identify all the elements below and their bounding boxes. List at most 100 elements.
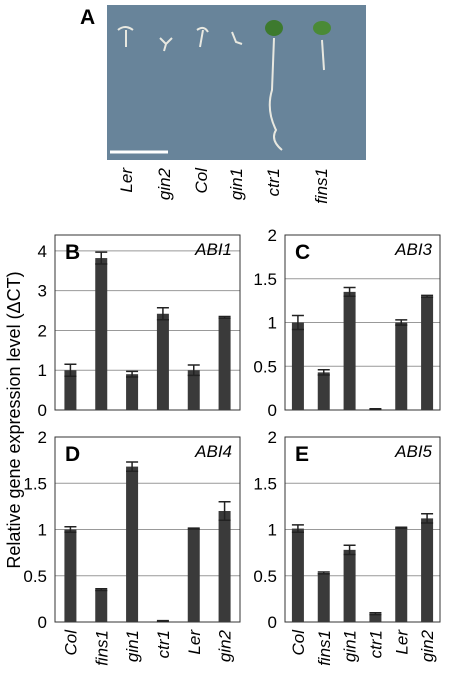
genotype-label: Ler	[117, 167, 136, 193]
y-tick-label: 1.5	[253, 474, 277, 493]
x-tick-label: gin1	[123, 630, 142, 662]
error-bar	[95, 251, 108, 265]
bar	[343, 291, 356, 410]
y-tick-label: 2	[268, 428, 277, 447]
bar	[317, 572, 330, 622]
error-bar	[291, 314, 304, 331]
cotyledon	[265, 20, 283, 36]
genotype-label: ctr1	[264, 168, 283, 196]
genotype-label: gin1	[227, 168, 246, 200]
y-tick-label: 0	[268, 401, 277, 420]
x-tick-label: Ler	[392, 629, 411, 655]
error-bar	[369, 407, 382, 411]
error-bar	[218, 315, 231, 319]
bar	[317, 372, 330, 410]
bar	[64, 529, 77, 622]
x-tick-label: fins1	[315, 630, 334, 666]
y-tick-label: 0	[38, 613, 47, 632]
bar	[343, 549, 356, 622]
y-tick-label: 1	[38, 521, 47, 540]
bar	[218, 317, 231, 410]
y-tick-label: 2	[268, 226, 277, 245]
y-tick-label: 2	[38, 428, 47, 447]
y-tick-label: 0	[38, 401, 47, 420]
bar	[291, 322, 304, 410]
error-bar	[126, 461, 139, 472]
panel-label: D	[65, 443, 80, 466]
chart-title: ABI3	[394, 240, 432, 259]
error-bar	[369, 612, 382, 616]
error-bar	[64, 363, 77, 377]
error-bar	[421, 513, 434, 524]
plot-frame	[54, 436, 241, 623]
error-bar	[317, 571, 330, 575]
panel-label: B	[65, 241, 80, 264]
error-bar	[343, 286, 356, 297]
y-tick-label: 1	[268, 314, 277, 333]
bar	[187, 370, 200, 410]
y-tick-label: 1	[38, 361, 47, 380]
y-tick-label: 0.5	[253, 357, 277, 376]
plot-frame	[284, 436, 441, 623]
panel-label: C	[295, 241, 310, 264]
x-tick-label: gin1	[341, 630, 360, 662]
error-bar	[395, 319, 408, 326]
y-tick-label: 0.5	[23, 567, 47, 586]
bar	[291, 528, 304, 622]
bar	[395, 527, 408, 622]
y-tick-label: 2	[38, 321, 47, 340]
chart-title: ABI4	[194, 442, 232, 461]
bar	[369, 613, 382, 622]
x-tick-label: ctr1	[366, 630, 385, 658]
panel-label: E	[295, 443, 309, 466]
genotype-label: Col	[192, 167, 211, 194]
bar	[218, 511, 231, 622]
chart-title: ABI1	[194, 240, 232, 259]
y-tick-label: 1	[268, 521, 277, 540]
error-bar	[421, 294, 434, 298]
error-bar	[187, 364, 200, 377]
bar	[156, 313, 169, 410]
y-tick-label: 0.5	[253, 567, 277, 586]
y-tick-label: 1.5	[23, 474, 47, 493]
bar	[395, 322, 408, 410]
y-tick-label: 3	[38, 282, 47, 301]
panel-label: A	[80, 6, 95, 29]
cotyledon	[313, 21, 331, 35]
plot-frame	[284, 234, 441, 411]
x-tick-label: Col	[61, 629, 80, 656]
y-axis-label: Relative gene expression level (ΔCT)	[4, 271, 24, 568]
y-tick-label: 0	[268, 613, 277, 632]
bar	[187, 528, 200, 622]
error-bar	[126, 370, 139, 378]
x-tick-label: gin2	[418, 629, 437, 662]
error-bar	[156, 619, 169, 623]
x-tick-label: Col	[289, 629, 308, 656]
chart-title: ABI5	[394, 442, 432, 461]
bar	[95, 258, 108, 410]
x-tick-label: fins1	[92, 630, 111, 666]
seedlings	[117, 26, 325, 151]
x-tick-label: Ler	[185, 629, 204, 655]
error-bar	[218, 501, 231, 521]
bar	[126, 466, 139, 622]
y-tick-label: 1.5	[253, 270, 277, 289]
plot-frame	[54, 234, 241, 411]
bar	[64, 370, 77, 410]
error-bar	[317, 369, 330, 376]
genotype-label: gin2	[155, 167, 174, 200]
error-bar	[291, 524, 304, 534]
error-bar	[395, 526, 408, 529]
bar	[421, 296, 434, 410]
error-bar	[95, 587, 108, 592]
x-tick-label: gin2	[216, 629, 235, 662]
x-tick-label: ctr1	[154, 630, 173, 658]
genotype-label: fins1	[312, 168, 331, 204]
y-tick-label: 4	[38, 242, 47, 261]
error-bar	[64, 525, 77, 534]
error-bar	[343, 544, 356, 556]
bar	[126, 374, 139, 410]
bar	[95, 589, 108, 622]
bar	[421, 518, 434, 622]
